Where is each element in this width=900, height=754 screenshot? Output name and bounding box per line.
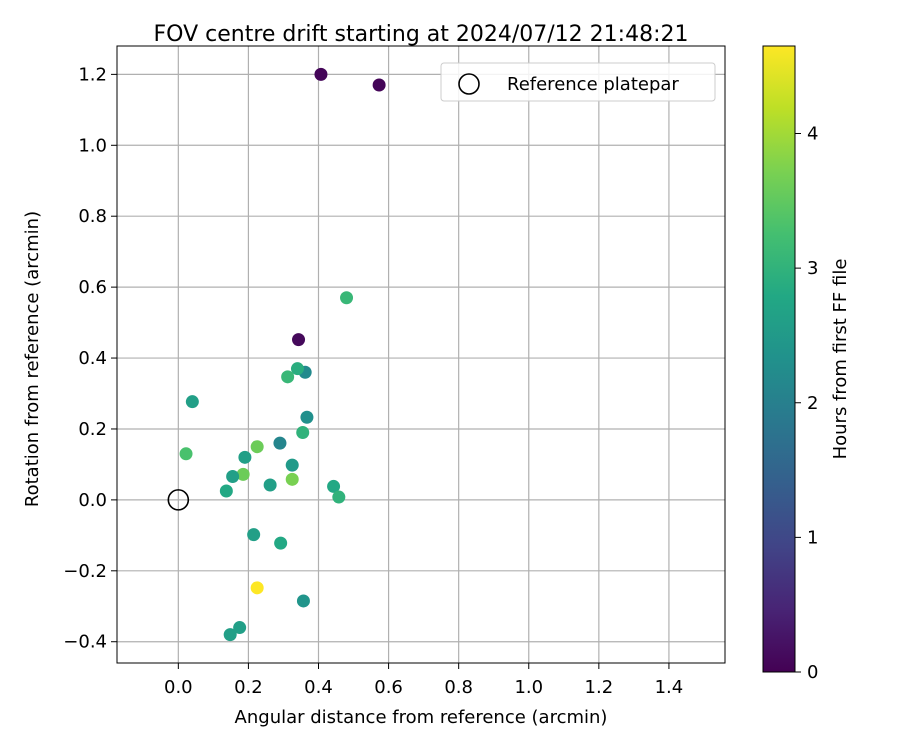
legend-box	[440, 62, 716, 102]
data-point	[250, 440, 264, 454]
data-point	[285, 458, 299, 472]
colorbar-gradient	[762, 45, 796, 673]
data-point	[290, 362, 304, 376]
x-axis-ticks: 0.0 0.2 0.4 0.6 0.8 1.0 1.2 1.4	[164, 663, 683, 698]
y-axis-label: Rotation from reference (arcmin)	[22, 211, 43, 507]
data-point	[327, 479, 341, 493]
colorbar-tick-label: 3	[807, 258, 818, 279]
colorbar: 0 1 2 3 4 Hours from first FF file	[762, 45, 851, 683]
y-tick-label: 0.6	[78, 277, 107, 298]
data-point	[281, 370, 295, 384]
data-point	[250, 581, 264, 595]
data-point	[236, 467, 250, 481]
data-point	[226, 469, 240, 483]
x-tick-label: 0.2	[234, 677, 263, 698]
x-tick-label: 1.4	[655, 677, 684, 698]
reference-platepar-marker	[167, 489, 190, 511]
colorbar-label: Hours from first FF file	[830, 259, 851, 460]
legend: Reference platepar	[440, 62, 716, 102]
y-tick-label: −0.2	[63, 561, 107, 582]
colorbar-tick-label: 0	[807, 662, 818, 683]
data-point	[233, 621, 247, 635]
x-tick-label: 0.4	[304, 677, 333, 698]
x-tick-label: 0.8	[444, 677, 473, 698]
data-point	[274, 536, 288, 550]
data-point	[247, 528, 261, 542]
reference-marker-layer	[167, 489, 190, 511]
y-tick-label: 1.2	[78, 64, 107, 85]
y-tick-label: 0.0	[78, 490, 107, 511]
data-point	[292, 333, 306, 347]
colorbar-tick-label: 4	[807, 124, 818, 145]
data-point	[273, 436, 287, 450]
x-tick-label: 0.0	[164, 677, 193, 698]
data-point	[185, 395, 199, 409]
data-point	[179, 447, 193, 461]
legend-label: Reference platepar	[507, 74, 679, 95]
data-point	[296, 594, 310, 608]
data-point	[332, 490, 346, 504]
x-axis-label: Angular distance from reference (arcmin)	[235, 707, 608, 728]
colorbar-tick-label: 1	[807, 527, 818, 548]
data-point	[300, 410, 314, 424]
data-point	[219, 484, 233, 498]
colorbar-ticks: 0 1 2 3 4	[795, 124, 818, 683]
data-point	[372, 78, 386, 92]
y-tick-label: 0.4	[78, 348, 107, 369]
y-axis-ticks: −0.4 −0.2 0.0 0.2 0.4 0.6 0.8 1.0 1.2	[63, 64, 117, 653]
grid-lines	[117, 46, 725, 663]
y-tick-label: 1.0	[78, 135, 107, 156]
plot-frame	[116, 45, 726, 664]
colorbar-tick-label: 2	[807, 393, 818, 414]
data-point	[314, 67, 328, 81]
data-point	[263, 478, 277, 492]
y-tick-label: −0.4	[63, 632, 107, 653]
y-tick-label: 0.8	[78, 206, 107, 227]
data-point	[238, 450, 252, 464]
x-tick-label: 0.6	[374, 677, 403, 698]
data-point	[223, 628, 237, 642]
data-point	[285, 472, 299, 486]
data-point	[340, 291, 354, 305]
x-tick-label: 1.0	[514, 677, 543, 698]
chart-title: FOV centre drift starting at 2024/07/12 …	[154, 22, 689, 47]
x-tick-label: 1.2	[585, 677, 614, 698]
data-points	[179, 67, 386, 642]
legend-marker-icon	[458, 73, 480, 95]
y-tick-label: 0.2	[78, 419, 107, 440]
data-point	[296, 426, 310, 440]
